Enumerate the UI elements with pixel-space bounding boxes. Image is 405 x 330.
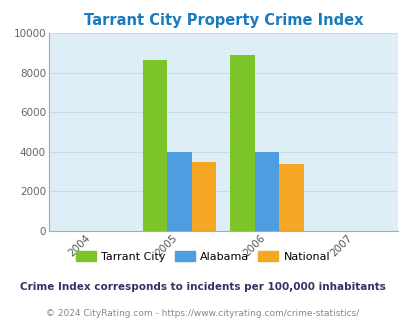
Title: Tarrant City Property Crime Index: Tarrant City Property Crime Index [83,13,362,28]
Bar [230,55,254,231]
Legend: Tarrant City, Alabama, National: Tarrant City, Alabama, National [71,247,334,266]
Bar [254,152,279,231]
Bar [143,60,167,231]
Bar [279,164,303,231]
Bar [167,152,192,231]
Text: © 2024 CityRating.com - https://www.cityrating.com/crime-statistics/: © 2024 CityRating.com - https://www.city… [46,309,359,318]
Bar [192,162,216,231]
Text: Crime Index corresponds to incidents per 100,000 inhabitants: Crime Index corresponds to incidents per… [20,282,385,292]
